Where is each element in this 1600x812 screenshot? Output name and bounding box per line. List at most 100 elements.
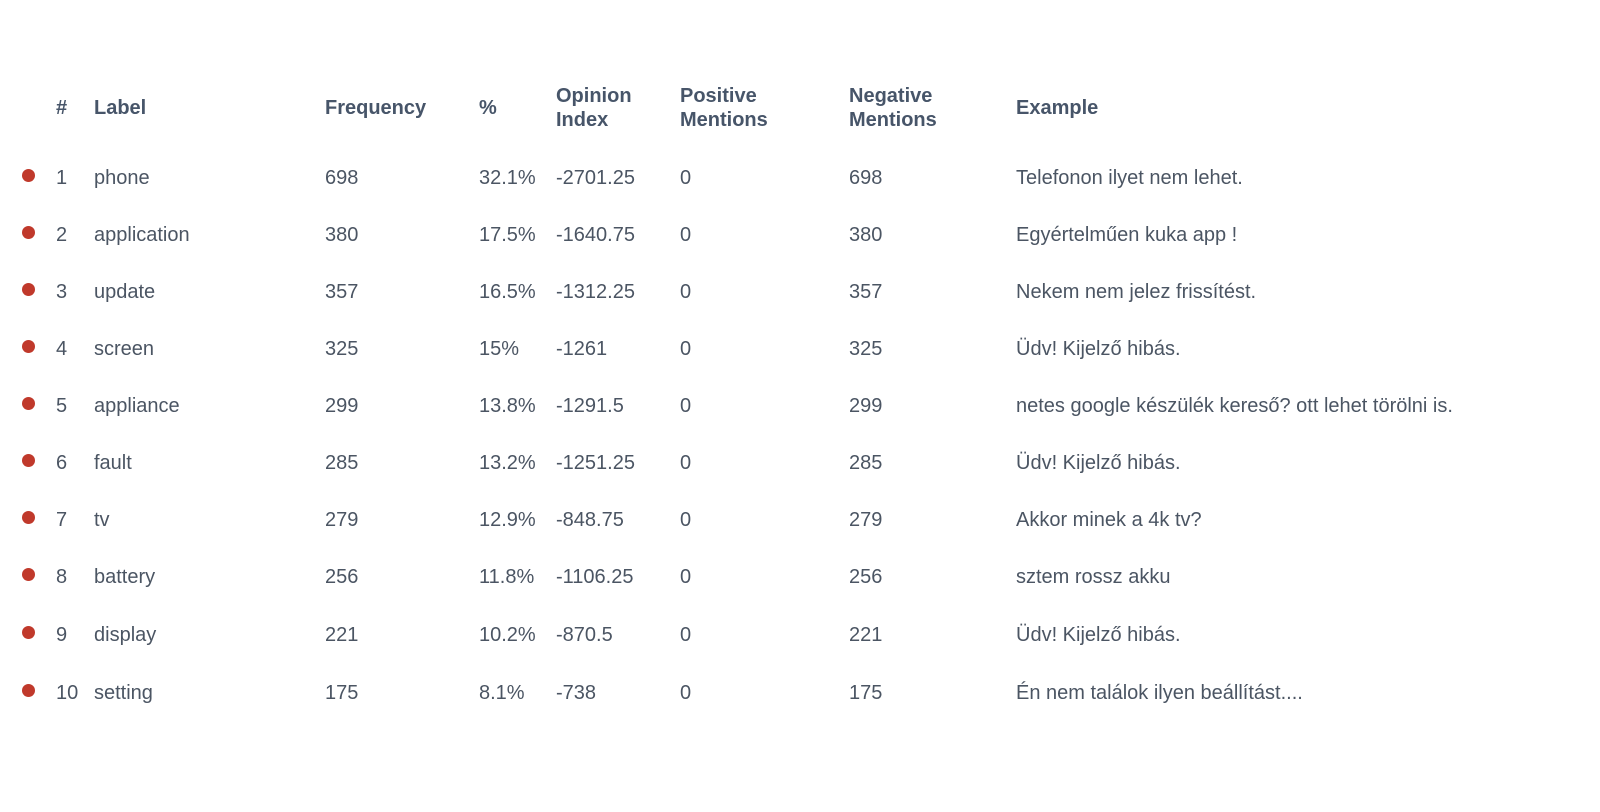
cell-positive: 0 [680, 224, 692, 246]
cell-frequency: 279 [325, 509, 359, 531]
header-example[interactable]: Example [1016, 97, 1099, 119]
cell-example: Üdv! Kijelző hibás. [1016, 452, 1181, 474]
table-row[interactable]: 5 appliance 299 13.8% -1291.5 0 299 netes googl… [16, 378, 1576, 435]
header-sentiment [16, 78, 50, 150]
table-row[interactable]: 10 setting 175 8.1% -738 0 175 Én nem találok i… [16, 665, 1576, 724]
cell-frequency: 380 [325, 224, 359, 246]
header-label[interactable]: Label [94, 97, 147, 119]
table-header-row: # Label Frequency % Opinion Index Positi… [16, 78, 1576, 150]
cell-opinion-index: -870.5 [556, 623, 613, 646]
sentiment-cell [16, 378, 50, 435]
sentiment-cell [16, 435, 50, 492]
cell-frequency: 175 [325, 682, 359, 705]
cell-frequency: 325 [325, 338, 359, 360]
sentiment-dot-icon [22, 226, 35, 240]
cell-frequency: 299 [325, 395, 359, 417]
cell-example: netes google készülék kereső? ott lehet … [1016, 395, 1453, 417]
header-opinion-index-line1: Opinion [556, 85, 632, 107]
header-index[interactable]: # [56, 97, 68, 119]
cell-positive: 0 [680, 281, 692, 303]
header-positive-mentions[interactable]: Positive Mentions [674, 78, 843, 150]
table-row[interactable]: 1 phone 698 32.1% -2701.25 0 698 Telefonon ilye… [16, 150, 1576, 207]
table-row[interactable]: 9 display 221 10.2% -870.5 0 221 Üdv! Kijelző h… [16, 606, 1576, 665]
cell-frequency: 285 [325, 452, 359, 474]
header-negative-line1: Negative [849, 85, 933, 107]
cell-percent: 16.5% [479, 281, 536, 303]
cell-opinion-index: -1251.25 [556, 452, 635, 474]
cell-opinion-index: -738 [556, 682, 597, 705]
cell-negative: 279 [849, 509, 883, 531]
cell-example: sztem rossz akku [1016, 566, 1171, 588]
cell-percent: 12.9% [479, 509, 536, 531]
cell-percent: 17.5% [479, 224, 536, 246]
cell-opinion-index: -1291.5 [556, 395, 624, 417]
cell-negative: 380 [849, 224, 883, 246]
topics-table-container: # Label Frequency % Opinion Index Positi… [16, 78, 1576, 723]
table-row[interactable]: 6 fault 285 13.2% -1251.25 0 285 Üdv! Kijelző h… [16, 435, 1576, 492]
cell-example: Egyértelműen kuka app ! [1016, 224, 1238, 246]
cell-index: 5 [56, 395, 68, 417]
header-opinion-index[interactable]: Opinion Index [550, 78, 674, 150]
table-row[interactable]: 8 battery 256 11.8% -1106.25 0 256 sztem rossz … [16, 549, 1576, 606]
cell-positive: 0 [680, 395, 692, 417]
cell-index: 6 [56, 452, 68, 474]
sentiment-dot-icon [22, 169, 35, 183]
cell-index: 4 [56, 338, 68, 360]
cell-example: Üdv! Kijelző hibás. [1016, 338, 1181, 360]
cell-percent: 32.1% [479, 167, 536, 189]
cell-example: Üdv! Kijelző hibás. [1016, 623, 1181, 646]
sentiment-cell [16, 150, 50, 207]
sentiment-dot-icon [22, 511, 35, 525]
cell-index: 8 [56, 566, 68, 588]
cell-frequency: 357 [325, 281, 359, 303]
cell-example: Akkor minek a 4k tv? [1016, 509, 1202, 531]
cell-index: 9 [56, 623, 68, 646]
cell-negative: 357 [849, 281, 883, 303]
header-opinion-index-line2: Index [556, 109, 609, 131]
cell-percent: 10.2% [479, 623, 536, 646]
cell-percent: 8.1% [479, 682, 525, 705]
cell-index: 2 [56, 224, 68, 246]
cell-label: tv [94, 509, 110, 531]
cell-label: appliance [94, 395, 180, 417]
cell-percent: 13.2% [479, 452, 536, 474]
header-frequency[interactable]: Frequency [325, 97, 427, 119]
table-row[interactable]: 4 screen 325 15% -1261 0 325 Üdv! Kijelző hibás… [16, 321, 1576, 378]
cell-example: Én nem találok ilyen beállítást.... [1016, 682, 1303, 705]
cell-percent: 11.8% [479, 566, 535, 588]
table-row[interactable]: 7 tv 279 12.9% -848.75 0 279 Akkor minek a 4k t… [16, 492, 1576, 549]
topics-table: # Label Frequency % Opinion Index Positi… [16, 78, 1576, 723]
cell-label: fault [94, 452, 132, 474]
cell-negative: 256 [849, 566, 883, 588]
header-negative-line2: Mentions [849, 109, 937, 131]
cell-positive: 0 [680, 338, 692, 360]
cell-opinion-index: -1106.25 [556, 566, 634, 588]
cell-percent: 15% [479, 338, 520, 360]
header-negative-mentions[interactable]: Negative Mentions [843, 78, 1010, 150]
cell-index: 7 [56, 509, 68, 531]
sentiment-dot-icon [22, 684, 35, 698]
sentiment-cell [16, 549, 50, 606]
cell-positive: 0 [680, 682, 692, 705]
cell-positive: 0 [680, 623, 692, 646]
cell-label: display [94, 623, 157, 646]
sentiment-dot-icon [22, 568, 35, 582]
cell-example: Nekem nem jelez frissítést. [1016, 281, 1257, 303]
header-positive-line1: Positive [680, 85, 757, 107]
cell-index: 10 [56, 682, 79, 705]
cell-label: battery [94, 566, 156, 588]
cell-label: application [94, 224, 190, 246]
header-positive-line2: Mentions [680, 109, 768, 131]
cell-index: 3 [56, 281, 68, 303]
table-row[interactable]: 2 application 380 17.5% -1640.75 0 380 Egyértel… [16, 207, 1576, 264]
cell-label: screen [94, 338, 155, 360]
sentiment-dot-icon [22, 340, 35, 354]
sentiment-cell [16, 207, 50, 264]
sentiment-cell [16, 264, 50, 321]
sentiment-cell [16, 665, 50, 724]
table-row[interactable]: 3 update 357 16.5% -1312.25 0 357 Nekem nem jel… [16, 264, 1576, 321]
sentiment-dot-icon [22, 397, 35, 411]
header-percent[interactable]: % [479, 97, 497, 119]
cell-negative: 325 [849, 338, 883, 360]
sentiment-cell [16, 492, 50, 549]
